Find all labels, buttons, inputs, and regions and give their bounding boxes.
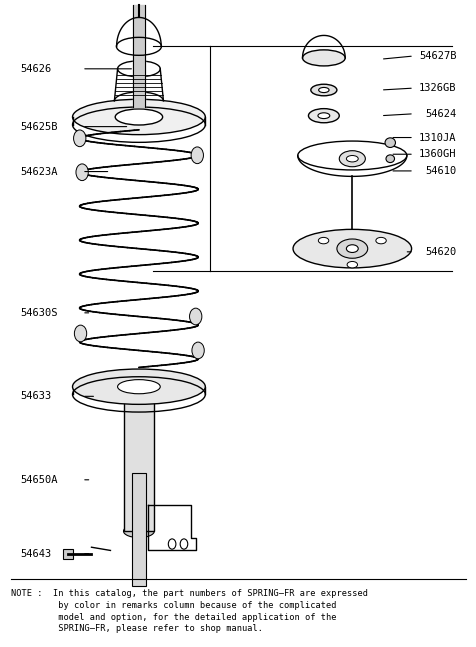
Ellipse shape	[292, 229, 411, 268]
Circle shape	[191, 147, 203, 164]
Ellipse shape	[346, 245, 357, 252]
Text: 54610: 54610	[425, 166, 456, 176]
Text: 54623A: 54623A	[20, 166, 58, 177]
Text: 54624: 54624	[425, 109, 456, 119]
Text: 54626: 54626	[20, 64, 51, 74]
Ellipse shape	[308, 109, 338, 123]
Text: 54620: 54620	[425, 247, 456, 257]
Ellipse shape	[115, 109, 162, 125]
Text: 54630S: 54630S	[20, 308, 58, 318]
Circle shape	[189, 308, 201, 325]
Bar	[123, 400, 154, 531]
Circle shape	[76, 164, 88, 181]
Text: 54625B: 54625B	[20, 122, 58, 131]
Text: 1310JA: 1310JA	[418, 133, 456, 142]
Text: 54627B: 54627B	[418, 51, 456, 61]
Text: NOTE :  In this catalog, the part numbers of SPRING–FR are expressed
         by: NOTE : In this catalog, the part numbers…	[11, 589, 367, 633]
Bar	[63, 549, 73, 559]
Circle shape	[191, 342, 204, 359]
Ellipse shape	[72, 100, 205, 135]
Text: 54633: 54633	[20, 391, 51, 401]
Ellipse shape	[123, 525, 154, 538]
Ellipse shape	[347, 261, 357, 268]
Text: 1360GH: 1360GH	[418, 149, 456, 159]
Ellipse shape	[338, 151, 365, 167]
Ellipse shape	[346, 155, 357, 162]
Ellipse shape	[302, 50, 345, 66]
Ellipse shape	[385, 155, 394, 162]
Text: 54650A: 54650A	[20, 475, 58, 485]
Ellipse shape	[310, 84, 336, 96]
Ellipse shape	[117, 380, 160, 394]
Ellipse shape	[72, 369, 205, 404]
Circle shape	[73, 130, 86, 147]
Ellipse shape	[384, 138, 395, 148]
Ellipse shape	[317, 237, 328, 244]
Ellipse shape	[336, 239, 367, 258]
Ellipse shape	[318, 87, 328, 93]
Circle shape	[74, 325, 87, 342]
Ellipse shape	[123, 393, 154, 406]
Bar	[132, 474, 145, 586]
Ellipse shape	[317, 113, 329, 118]
Bar	[133, 5, 145, 107]
Text: 1326GB: 1326GB	[418, 83, 456, 93]
Ellipse shape	[375, 237, 386, 244]
Text: 54643: 54643	[20, 549, 51, 558]
